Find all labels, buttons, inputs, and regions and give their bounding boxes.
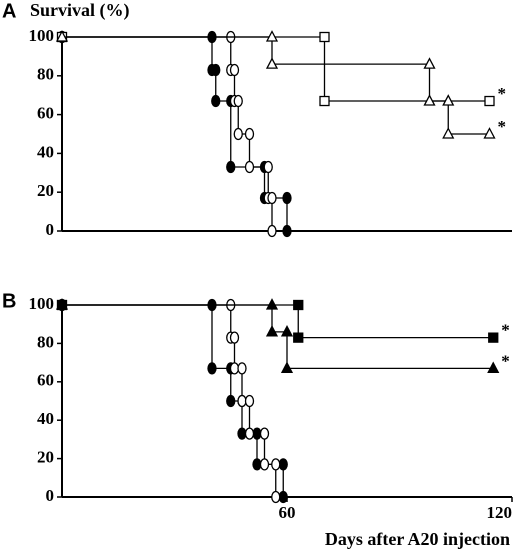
marker <box>442 127 455 139</box>
marker <box>244 160 255 174</box>
x-tick-label: 120 <box>487 503 513 522</box>
x-axis-title: Days after A20 injection <box>325 529 510 549</box>
survival-line <box>62 304 494 370</box>
survival-line <box>62 36 490 135</box>
marker <box>265 57 279 69</box>
y-tick-label: 100 <box>29 26 55 45</box>
panel-label: B <box>2 290 16 312</box>
y-axis-title: Survival (%) <box>30 0 130 21</box>
annotation: * <box>498 84 507 103</box>
marker <box>282 224 292 238</box>
marker <box>55 298 69 310</box>
marker <box>226 394 236 408</box>
marker <box>229 331 240 344</box>
marker <box>244 394 255 408</box>
y-tick-label: 20 <box>37 181 54 200</box>
marker <box>488 332 499 343</box>
marker <box>442 94 455 106</box>
annotation: * <box>498 117 507 136</box>
marker <box>293 299 304 311</box>
y-tick-label: 60 <box>37 371 54 390</box>
marker <box>278 458 288 471</box>
marker <box>319 95 330 107</box>
marker <box>319 31 330 43</box>
marker <box>280 361 294 374</box>
marker <box>265 298 279 310</box>
marker <box>271 490 281 504</box>
y-tick-label: 80 <box>37 65 54 84</box>
marker <box>267 224 277 238</box>
marker <box>211 94 221 108</box>
x-tick-label: 60 <box>279 503 296 522</box>
annotation: * <box>501 351 510 370</box>
marker <box>483 127 496 139</box>
survival-line <box>62 304 494 339</box>
y-tick-label: 80 <box>37 332 54 351</box>
annotation: * <box>501 321 510 340</box>
marker <box>226 160 236 174</box>
marker <box>265 30 279 42</box>
y-tick-label: 0 <box>46 486 55 505</box>
marker <box>233 127 243 141</box>
marker <box>265 324 279 337</box>
marker <box>55 30 69 42</box>
y-tick-label: 100 <box>29 294 55 313</box>
marker <box>278 490 288 504</box>
marker <box>263 160 273 174</box>
marker <box>423 57 436 69</box>
marker <box>259 458 270 471</box>
marker <box>237 427 247 440</box>
marker <box>237 394 247 408</box>
y-tick-label: 20 <box>37 448 54 467</box>
marker <box>211 63 221 77</box>
y-tick-label: 0 <box>46 220 55 239</box>
marker <box>280 324 294 337</box>
marker <box>244 427 255 440</box>
marker <box>229 63 240 77</box>
marker <box>229 362 240 375</box>
y-tick-label: 40 <box>37 142 54 161</box>
marker <box>237 362 247 375</box>
marker <box>207 362 217 375</box>
marker <box>271 458 281 471</box>
marker <box>282 191 292 205</box>
y-tick-label: 40 <box>37 409 54 428</box>
marker <box>484 95 495 107</box>
marker <box>487 361 500 374</box>
marker <box>259 427 270 440</box>
marker <box>267 191 277 205</box>
marker <box>423 94 436 106</box>
marker <box>293 332 304 343</box>
survival-line <box>62 36 490 102</box>
marker <box>244 127 255 141</box>
panel-label: A <box>2 0 16 22</box>
y-tick-label: 60 <box>37 104 54 123</box>
marker <box>252 458 262 471</box>
marker <box>233 94 243 108</box>
